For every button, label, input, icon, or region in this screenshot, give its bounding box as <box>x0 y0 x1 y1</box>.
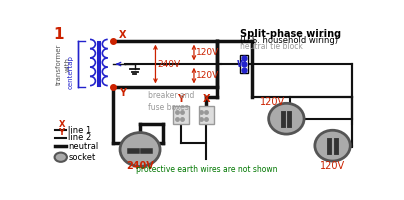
Text: line 2: line 2 <box>68 133 92 142</box>
Text: 240V: 240V <box>157 60 180 69</box>
Text: 120V: 120V <box>320 161 345 171</box>
Text: X: X <box>202 94 210 104</box>
Bar <box>240 55 248 73</box>
Text: socket: socket <box>68 153 96 162</box>
Text: Y: Y <box>119 88 126 98</box>
Ellipse shape <box>120 133 160 166</box>
Text: Y: Y <box>59 128 65 137</box>
Text: transformer
with: transformer with <box>56 43 70 85</box>
Text: neutral: neutral <box>68 142 99 151</box>
Text: X: X <box>59 120 65 129</box>
Ellipse shape <box>269 103 304 134</box>
Text: W: W <box>236 60 246 69</box>
Text: 240V: 240V <box>126 161 154 171</box>
Text: 120V: 120V <box>196 48 219 57</box>
Text: breaker and
fuse boxes: breaker and fuse boxes <box>148 91 194 112</box>
Text: Split-phase wiring: Split-phase wiring <box>240 29 341 39</box>
Ellipse shape <box>315 130 350 161</box>
Text: X: X <box>119 30 127 40</box>
Text: (U.S. household wiring): (U.S. household wiring) <box>240 36 338 45</box>
Text: line 1: line 1 <box>68 126 92 135</box>
Text: Y: Y <box>177 94 184 104</box>
Text: 120V: 120V <box>196 71 219 80</box>
Ellipse shape <box>55 153 67 162</box>
Text: 1: 1 <box>53 27 63 42</box>
Text: 120V: 120V <box>260 97 285 107</box>
Text: neutral tie block: neutral tie block <box>240 42 303 51</box>
Text: centertap: centertap <box>68 55 74 89</box>
Bar <box>173 106 189 124</box>
Text: protective earth wires are not shown: protective earth wires are not shown <box>136 165 278 174</box>
Bar <box>199 106 214 124</box>
